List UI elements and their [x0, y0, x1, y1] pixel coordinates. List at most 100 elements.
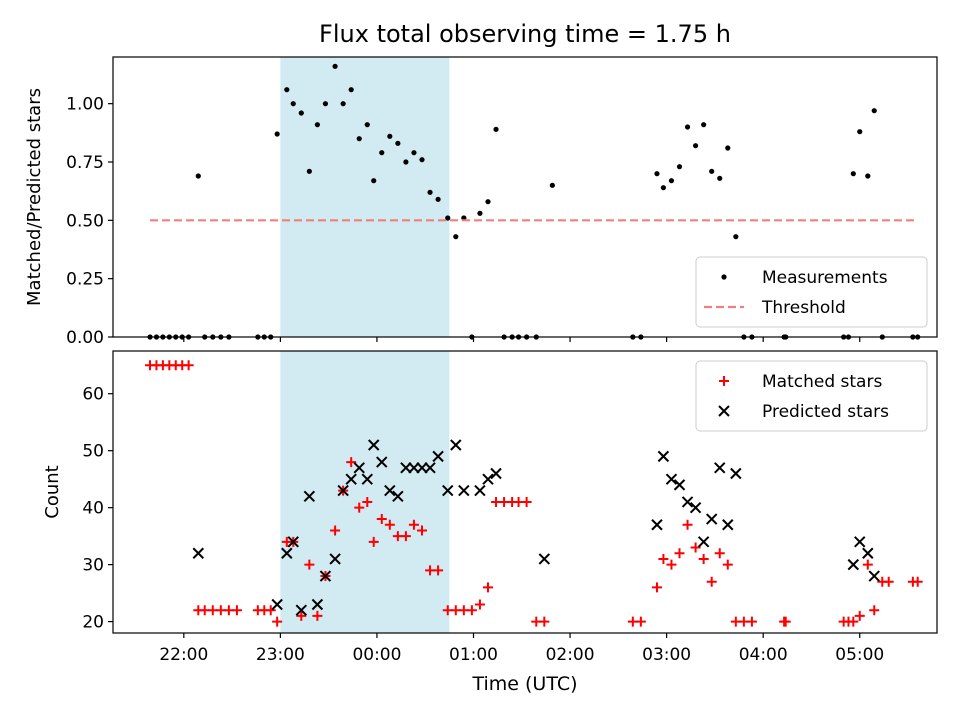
- data-point: [733, 234, 739, 240]
- axes-frame: [112, 350, 938, 634]
- data-point: [427, 189, 433, 195]
- data-point: [379, 150, 385, 156]
- data-point: [311, 598, 324, 611]
- data-point: [493, 126, 499, 132]
- data-point: [354, 502, 365, 513]
- data-point: [850, 171, 856, 177]
- data-point: [780, 616, 791, 627]
- data-point: [453, 234, 459, 240]
- y-axis-label: Count: [42, 465, 63, 518]
- data-point: [690, 542, 701, 553]
- y-tick-label: 0.00: [66, 328, 104, 348]
- data-point: [287, 536, 299, 548]
- x-tick-label: 23:00: [256, 645, 305, 665]
- data-point: [698, 553, 709, 564]
- y-tick-label: 1.00: [66, 95, 104, 115]
- data-point: [348, 87, 354, 93]
- data-point: [684, 124, 691, 130]
- data-point: [458, 484, 470, 497]
- data-point: [296, 610, 307, 621]
- data-point: [322, 101, 329, 107]
- data-point: [674, 548, 685, 559]
- data-point: [521, 496, 532, 507]
- data-point: [419, 157, 425, 163]
- data-point: [376, 514, 387, 525]
- data-point: [681, 496, 694, 508]
- data-point: [387, 133, 393, 139]
- data-point: [676, 164, 683, 170]
- top-panel: 0.00 0.25 0.50 0.75 1.00 Matched/Predicted st…: [24, 56, 938, 348]
- data-point: [477, 210, 483, 216]
- highlight-span: [280, 351, 450, 633]
- legend-marker: [721, 274, 727, 280]
- data-point: [714, 548, 725, 559]
- data-point: [666, 559, 677, 570]
- data-point: [692, 143, 699, 149]
- data-point: [274, 131, 280, 137]
- legend-box: [695, 360, 928, 432]
- y-tick-label: 40: [82, 499, 104, 519]
- y-tick-label: 0.75: [66, 153, 104, 173]
- data-point: [549, 182, 555, 188]
- data-point: [376, 456, 388, 468]
- data-point: [865, 173, 871, 179]
- data-point: [651, 582, 662, 593]
- data-point: [337, 484, 349, 497]
- data-point: [482, 473, 494, 485]
- legend-marker: [718, 405, 730, 417]
- data-point: [424, 462, 436, 474]
- data-point: [356, 136, 362, 142]
- legend: Matched stars Predicted stars: [695, 360, 928, 432]
- data-point: [725, 145, 731, 151]
- data-point: [450, 439, 462, 451]
- data-point: [651, 519, 663, 531]
- data-point: [714, 462, 726, 474]
- data-point: [271, 598, 283, 611]
- data-point: [847, 558, 860, 571]
- data-point: [660, 185, 667, 191]
- data-point: [871, 108, 877, 114]
- data-point: [746, 616, 757, 627]
- data-point: [657, 450, 670, 463]
- data-point: [368, 536, 379, 547]
- data-point: [304, 559, 315, 570]
- legend-label: Predicted stars: [762, 402, 889, 422]
- data-point: [705, 513, 718, 525]
- y-tick-label: 20: [82, 613, 104, 633]
- data-point: [485, 199, 491, 205]
- x-tick-label: 04:00: [739, 645, 788, 665]
- series-matched-stars: [145, 360, 923, 627]
- x-tick-label: 05:00: [835, 645, 884, 665]
- data-point: [854, 536, 866, 548]
- data-point: [290, 101, 296, 107]
- data-point: [384, 519, 395, 530]
- data-point: [392, 490, 404, 502]
- data-point: [432, 450, 444, 463]
- y-tick-label: 50: [82, 442, 104, 462]
- legend-label: Measurements: [762, 268, 888, 288]
- data-point: [442, 484, 454, 497]
- data-point: [635, 616, 646, 627]
- data-point: [717, 175, 723, 181]
- series-predicted-stars: [192, 439, 880, 616]
- data-point: [673, 479, 686, 491]
- data-point: [701, 122, 707, 128]
- data-point: [353, 462, 365, 474]
- data-point: [433, 565, 444, 576]
- data-point: [319, 570, 332, 582]
- legend-box: [695, 256, 928, 328]
- y-tick-label: 60: [82, 385, 104, 405]
- data-point: [361, 473, 373, 485]
- x-tick-label: 02:00: [546, 645, 595, 665]
- data-point: [862, 559, 873, 570]
- legend-label: Matched stars: [762, 372, 882, 392]
- x-axis-label: Time (UTC): [471, 673, 577, 695]
- data-point: [722, 559, 733, 570]
- data-point: [848, 616, 859, 627]
- data-point: [466, 605, 477, 616]
- data-point: [682, 519, 693, 530]
- data-point: [183, 360, 194, 371]
- data-point: [384, 484, 396, 497]
- data-point: [857, 129, 863, 135]
- data-point: [312, 610, 323, 621]
